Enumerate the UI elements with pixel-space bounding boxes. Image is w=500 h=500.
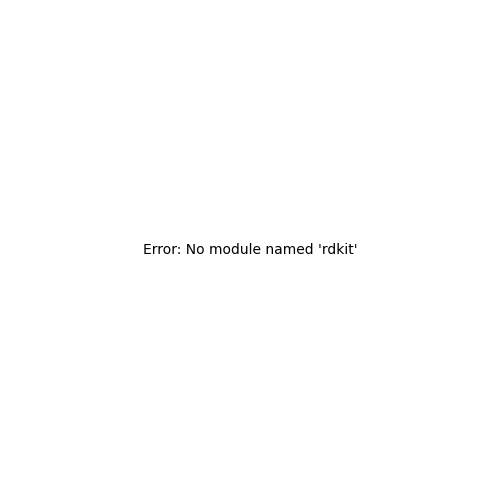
Text: Error: No module named 'rdkit': Error: No module named 'rdkit'	[142, 243, 358, 257]
